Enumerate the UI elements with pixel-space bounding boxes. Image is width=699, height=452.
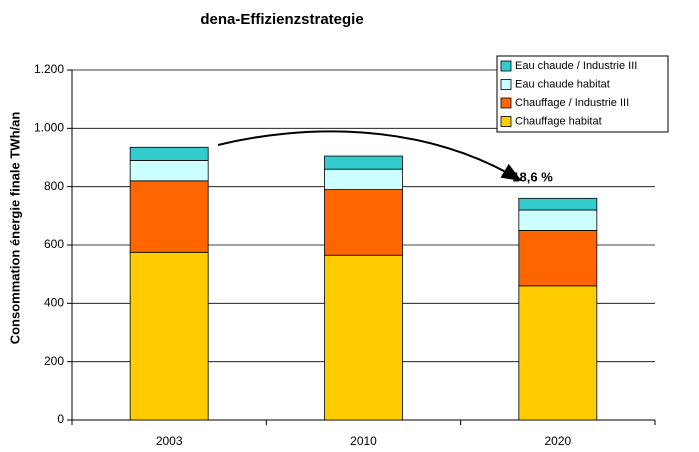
legend-swatch — [500, 97, 512, 109]
bar-segment — [518, 197, 598, 211]
x-tick-label: 2003 — [156, 434, 183, 448]
bar-segment — [518, 285, 598, 421]
y-tick-label: 600 — [44, 237, 64, 251]
bar-segment — [129, 146, 209, 161]
bar-segment — [324, 168, 403, 190]
legend-label: Eau chaude habitat — [515, 78, 610, 90]
legend-box — [496, 55, 669, 133]
bar-segment — [324, 155, 403, 170]
legend-label: Chauffage habitat — [515, 115, 602, 127]
legend-swatch — [500, 116, 512, 127]
legend-swatch — [500, 79, 512, 90]
legend-label: Eau chaude / Industrie III — [515, 60, 637, 72]
y-tick-label: 400 — [44, 296, 64, 310]
x-tick-label: 2020 — [544, 434, 571, 448]
chart-title: dena-Effizienzstrategie — [200, 11, 363, 28]
bar-segment — [129, 251, 209, 421]
legend-label: Chauffage / Industrie III — [515, 97, 629, 109]
y-tick-label: 200 — [44, 354, 64, 368]
y-axis-title: Consommation énergie finale TWh/an — [7, 112, 22, 345]
bar-segment — [324, 254, 403, 421]
x-tick-label: 2010 — [350, 434, 377, 448]
y-tick-label: 1.000 — [34, 121, 64, 135]
bar-segment — [129, 180, 209, 253]
legend-swatch — [500, 60, 512, 72]
y-tick-label: 0 — [57, 412, 64, 426]
y-tick-label: 1.200 — [34, 62, 64, 76]
bar-segment — [324, 189, 403, 256]
annotation: -18,6 % — [508, 169, 553, 184]
bar-segment — [518, 230, 598, 287]
bar-segment — [129, 160, 209, 182]
y-tick-label: 800 — [44, 179, 64, 193]
trend-arrow — [217, 130, 522, 182]
bar-segment — [518, 209, 598, 231]
